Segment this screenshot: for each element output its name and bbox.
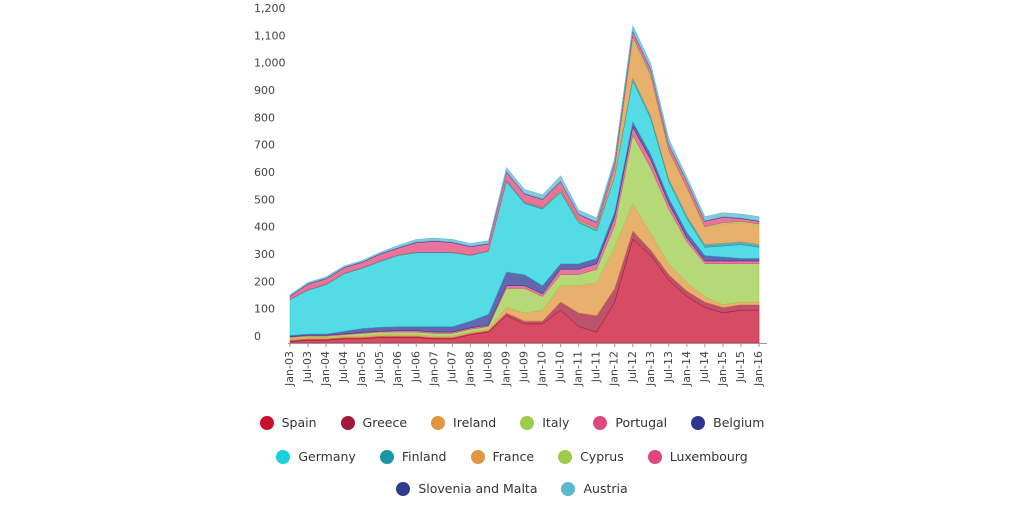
legend-item: Spain bbox=[259, 415, 317, 430]
y-tick-label: 800 bbox=[254, 111, 275, 124]
legend-label: Italy bbox=[542, 415, 570, 430]
legend-swatch bbox=[431, 415, 446, 430]
x-tick-label: Jul-13 bbox=[662, 351, 675, 383]
x-tick-label: Jan-15 bbox=[716, 351, 729, 387]
legend-swatch bbox=[276, 449, 291, 464]
legend-item: Portugal bbox=[593, 415, 667, 430]
x-tick-label: Jan-07 bbox=[427, 351, 440, 387]
legend-swatch bbox=[259, 415, 274, 430]
legend-item: Austria bbox=[561, 481, 628, 496]
legend-label: Ireland bbox=[453, 415, 497, 430]
legend-row: Spain Greece Ireland Italy Portugal Belgium bbox=[0, 415, 1024, 430]
x-tick-label: Jan-10 bbox=[536, 351, 549, 387]
y-tick-label: 100 bbox=[254, 303, 275, 316]
legend-label: Belgium bbox=[713, 415, 765, 430]
legend-item: Luxembourg bbox=[647, 449, 748, 464]
x-tick-label: Jan-04 bbox=[319, 351, 332, 387]
legend-swatch bbox=[558, 449, 573, 464]
x-tick-label: Jan-16 bbox=[752, 351, 765, 387]
x-tick-label: Jan-12 bbox=[608, 351, 621, 387]
x-tick-label: Jul-04 bbox=[337, 351, 350, 383]
x-tick-label: Jul-15 bbox=[734, 351, 747, 383]
legend-item: Belgium bbox=[691, 415, 764, 430]
y-tick-label: 300 bbox=[254, 248, 275, 261]
legend-label: Portugal bbox=[615, 415, 668, 430]
legend-item: Ireland bbox=[431, 415, 496, 430]
chart: 0 100 200 300 400 500 600 700 800 900 1,000 1,100 1,… bbox=[254, 2, 768, 387]
legend-label: Cyprus bbox=[580, 449, 624, 464]
legend-row: Slovenia and Malta Austria bbox=[0, 481, 1024, 496]
legend-row: Germany Finland France Cyprus Luxembourg bbox=[0, 449, 1024, 464]
y-tick-label: 900 bbox=[254, 84, 275, 97]
x-tick-label: Jan-03 bbox=[283, 351, 296, 387]
legend-item: Greece bbox=[340, 415, 408, 430]
legend-label: Slovenia and Malta bbox=[418, 481, 538, 496]
legend-item: Italy bbox=[520, 415, 569, 430]
x-tick-label: Jul-14 bbox=[698, 351, 711, 383]
legend-label: France bbox=[492, 449, 535, 464]
x-tick-label: Jul-06 bbox=[409, 351, 422, 383]
legend-item: Finland bbox=[379, 449, 447, 464]
legend-swatch bbox=[340, 415, 355, 430]
x-tick-label: Jan-06 bbox=[391, 351, 404, 387]
x-tick-label: Jul-05 bbox=[373, 351, 386, 383]
legend-label: Finland bbox=[401, 449, 447, 464]
legend-label: Luxembourg bbox=[669, 449, 748, 464]
x-tick-label: Jul-03 bbox=[301, 351, 314, 383]
y-tick-label: 0 bbox=[254, 330, 261, 343]
legend-label: Spain bbox=[281, 415, 317, 430]
legend-swatch bbox=[647, 449, 662, 464]
x-tick-label: Jul-12 bbox=[626, 351, 639, 383]
x-tick-label: Jul-11 bbox=[590, 351, 603, 383]
y-tick-label: 600 bbox=[254, 166, 275, 179]
x-tick-label: Jan-08 bbox=[463, 351, 476, 387]
x-tick-label: Jul-10 bbox=[554, 351, 567, 383]
x-tick-label: Jan-14 bbox=[680, 351, 693, 387]
legend-label: Germany bbox=[298, 449, 356, 464]
legend-swatch bbox=[593, 415, 608, 430]
x-tick-label: Jul-07 bbox=[445, 351, 458, 383]
legend-label: Greece bbox=[362, 415, 408, 430]
legend-swatch bbox=[470, 449, 485, 464]
legend-swatch bbox=[396, 481, 411, 496]
y-tick-label: 700 bbox=[254, 139, 275, 152]
legend-swatch bbox=[561, 481, 576, 496]
y-tick-label: 1,000 bbox=[254, 57, 286, 70]
legend-item: Slovenia and Malta bbox=[396, 481, 537, 496]
legend-label: Austria bbox=[583, 481, 628, 496]
x-tick-label: Jan-05 bbox=[355, 351, 368, 387]
legend-swatch bbox=[691, 415, 706, 430]
x-tick-label: Jan-13 bbox=[644, 351, 657, 387]
x-tick-label: Jan-09 bbox=[499, 351, 512, 387]
y-tick-label: 1,200 bbox=[254, 2, 286, 15]
x-tick-label: Jan-11 bbox=[572, 351, 585, 387]
legend-item: Germany bbox=[276, 449, 356, 464]
y-tick-label: 400 bbox=[254, 221, 275, 234]
y-tick-label: 1,100 bbox=[254, 29, 286, 42]
legend-item: France bbox=[470, 449, 535, 464]
legend-swatch bbox=[520, 415, 535, 430]
y-tick-label: 500 bbox=[254, 193, 275, 206]
area bbox=[289, 24, 760, 297]
x-tick-label: Jul-09 bbox=[518, 351, 531, 383]
legend-swatch bbox=[379, 449, 394, 464]
y-tick-label: 200 bbox=[254, 275, 275, 288]
legend-item: Cyprus bbox=[558, 449, 624, 464]
x-tick-label: Jul-08 bbox=[481, 351, 494, 383]
